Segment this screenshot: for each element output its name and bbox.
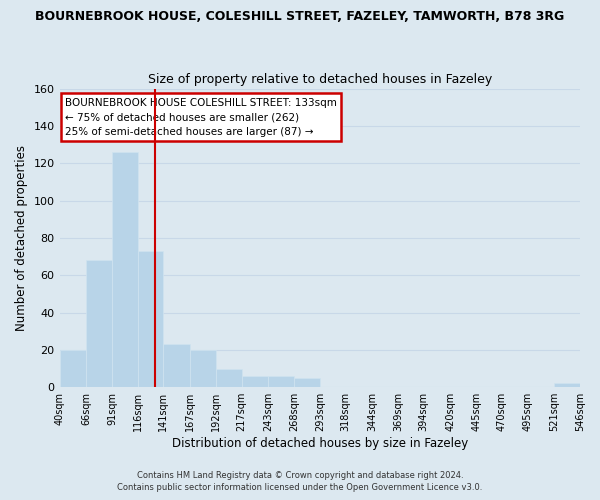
Bar [86, 260, 112, 387]
Text: Contains HM Land Registry data © Crown copyright and database right 2024.
Contai: Contains HM Land Registry data © Crown c… [118, 471, 482, 492]
Bar [59, 350, 86, 387]
Text: BOURNEBROOK HOUSE COLESHILL STREET: 133sqm
← 75% of detached houses are smaller : BOURNEBROOK HOUSE COLESHILL STREET: 133s… [65, 98, 337, 137]
Bar [138, 251, 163, 387]
Bar [163, 344, 190, 387]
Bar [242, 376, 268, 387]
Text: BOURNEBROOK HOUSE, COLESHILL STREET, FAZELEY, TAMWORTH, B78 3RG: BOURNEBROOK HOUSE, COLESHILL STREET, FAZ… [35, 10, 565, 23]
Y-axis label: Number of detached properties: Number of detached properties [15, 145, 28, 331]
Bar [190, 350, 216, 387]
Bar [216, 368, 242, 387]
Bar [268, 376, 294, 387]
Title: Size of property relative to detached houses in Fazeley: Size of property relative to detached ho… [148, 73, 492, 86]
X-axis label: Distribution of detached houses by size in Fazeley: Distribution of detached houses by size … [172, 437, 468, 450]
Bar [554, 384, 580, 387]
Bar [294, 378, 320, 387]
Bar [112, 152, 138, 387]
